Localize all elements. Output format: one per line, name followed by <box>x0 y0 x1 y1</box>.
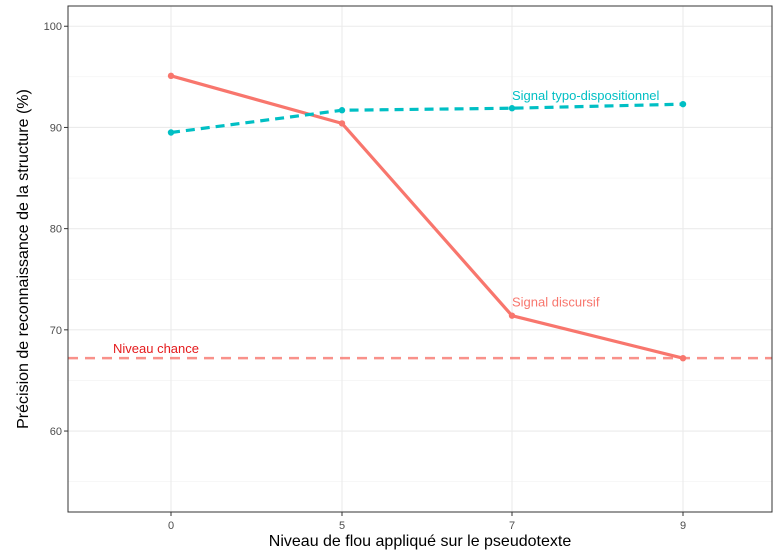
x-axis: 0 5 7 9 <box>168 512 686 532</box>
label-signal-typo-dispositionnel: Signal typo-dispositionnel <box>512 88 660 103</box>
data-point <box>508 312 516 319</box>
y-axis: 60 70 80 90 100 <box>44 21 68 438</box>
data-point <box>338 120 346 127</box>
data-point <box>167 129 175 136</box>
series-line-1 <box>170 74 684 360</box>
data-point <box>338 107 346 114</box>
y-tick-label: 70 <box>50 325 62 337</box>
y-axis-title: Précision de reconnaissance de la struct… <box>15 89 32 429</box>
data-point <box>679 100 687 108</box>
grid-minor <box>68 76 772 482</box>
grid-major <box>68 6 772 512</box>
x-tick-label: 5 <box>339 520 345 532</box>
label-niveau-chance: Niveau chance <box>113 341 199 356</box>
annotations: Signal discursif Signal typo-dispositionn… <box>113 88 660 356</box>
data-point <box>679 354 687 362</box>
label-signal-discursif: Signal discursif <box>512 295 600 310</box>
y-tick-label: 90 <box>50 122 62 134</box>
x-tick-label: 9 <box>680 520 686 532</box>
plot-background <box>68 6 772 512</box>
series-line-2 <box>170 102 684 135</box>
y-tick-label: 60 <box>50 426 62 438</box>
x-tick-label: 7 <box>509 520 515 532</box>
x-axis-title: Niveau de flou appliqué sur le pseudotex… <box>269 533 572 550</box>
plot-border <box>67 5 773 513</box>
series-layer <box>167 72 687 362</box>
x-tick-label: 0 <box>168 520 174 532</box>
data-point <box>508 105 516 112</box>
y-tick-label: 80 <box>50 224 62 236</box>
data-point <box>167 72 175 80</box>
y-tick-label: 100 <box>44 21 62 33</box>
